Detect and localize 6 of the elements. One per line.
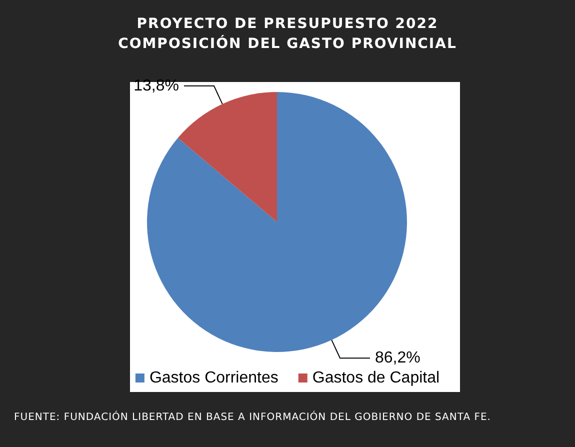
legend-label: Gastos de Capital	[312, 370, 440, 386]
data-label: 13,8%	[134, 77, 179, 94]
data-label: 86,2%	[375, 350, 420, 367]
source-note: FUENTE: FUNDACIÓN LIBERTAD EN BASE A INFORMACIÓN DEL GOBIERNO DE SANTA FE.	[14, 412, 492, 423]
legend-label: Gastos Corrientes	[149, 370, 278, 386]
chart-title: PROYECTO DE PRESUPUESTO 2022 COMPOSICIÓN DEL GASTO PROVINCIAL	[117, 15, 458, 54]
